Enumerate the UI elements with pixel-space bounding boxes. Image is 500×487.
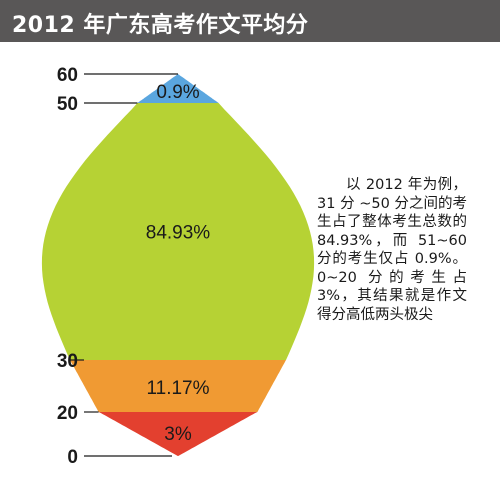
band-30-50 [41,103,315,360]
band-label-30-50: 84.93% [146,223,211,244]
band-50-60 [137,74,219,103]
chart-title: 2012 年广东高考作文平均分 [12,13,309,38]
band-20-30 [70,360,286,412]
axis-ticks: 60 50 30 20 0 [57,65,178,468]
tick-label-50: 50 [57,94,78,115]
title-bar: 2012 年广东高考作文平均分 [0,0,500,42]
band-labels: 0.9% 84.93% 11.17% 3% [146,82,211,445]
chart-bands [41,74,315,456]
band-label-20-30: 11.17% [146,378,209,399]
tick-label-30: 30 [57,351,78,372]
band-label-0-20: 3% [164,424,192,445]
annotation-note: 以 2012 年为例，31 分 ~50 分之间的考生占了整体考生总数的 84.9… [317,177,467,323]
tick-label-0: 0 [67,447,78,468]
tick-label-60: 60 [57,65,78,86]
tick-label-20: 20 [57,403,78,424]
band-label-50-60: 0.9% [156,82,199,103]
band-0-20 [98,412,258,456]
